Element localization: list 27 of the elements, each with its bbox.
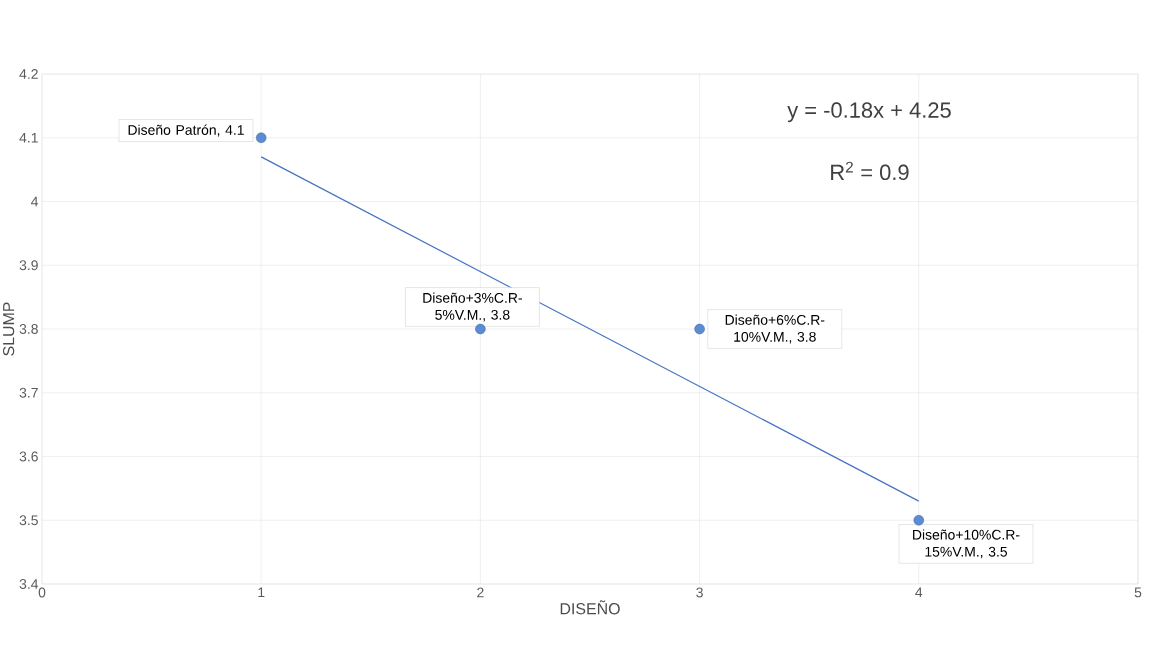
y-tick-label: 3.9 bbox=[19, 260, 38, 271]
x-tick-label: 1 bbox=[258, 587, 265, 598]
point bbox=[694, 323, 705, 335]
x-tick-label: 3 bbox=[696, 587, 703, 598]
point bbox=[475, 323, 486, 335]
y-tick-label: 4.1 bbox=[19, 132, 38, 143]
data-label: Diseño Patrón, 4.1 bbox=[128, 124, 244, 137]
x-tick-label: 4 bbox=[915, 587, 923, 598]
y-tick-label: 3.4 bbox=[19, 579, 39, 589]
data-label: Diseño+6%C.R-10%V.M., 3.8 bbox=[725, 314, 825, 344]
annotation: y = -0.18x + 4.25 bbox=[787, 102, 951, 123]
y-tick-label: 3.8 bbox=[19, 324, 38, 334]
y-tick-label: 3.6 bbox=[19, 451, 38, 462]
data-label: Diseño+10%C.R-15%V.M., 3.5 bbox=[913, 529, 1020, 559]
y-axis-title: SLUMP bbox=[2, 302, 15, 356]
annotation: R$^{2}$ = 0.9 bbox=[831, 161, 909, 181]
y-tick-label: 4.2 bbox=[19, 69, 38, 79]
data-label: Diseño+3%C.R-5%V.M., 3.8 bbox=[423, 292, 522, 322]
y-tick-label: 3.5 bbox=[19, 515, 38, 526]
x-tick-label: 2 bbox=[477, 587, 484, 598]
y-tick-label: 3.7 bbox=[19, 387, 38, 398]
point bbox=[256, 132, 267, 143]
point bbox=[913, 515, 924, 526]
x-tick-label: 0 bbox=[38, 587, 46, 598]
x-axis-title: DISEÑO bbox=[560, 600, 620, 615]
x-tick-label: 5 bbox=[1134, 587, 1142, 598]
y-tick-label: 4 bbox=[31, 196, 39, 207]
